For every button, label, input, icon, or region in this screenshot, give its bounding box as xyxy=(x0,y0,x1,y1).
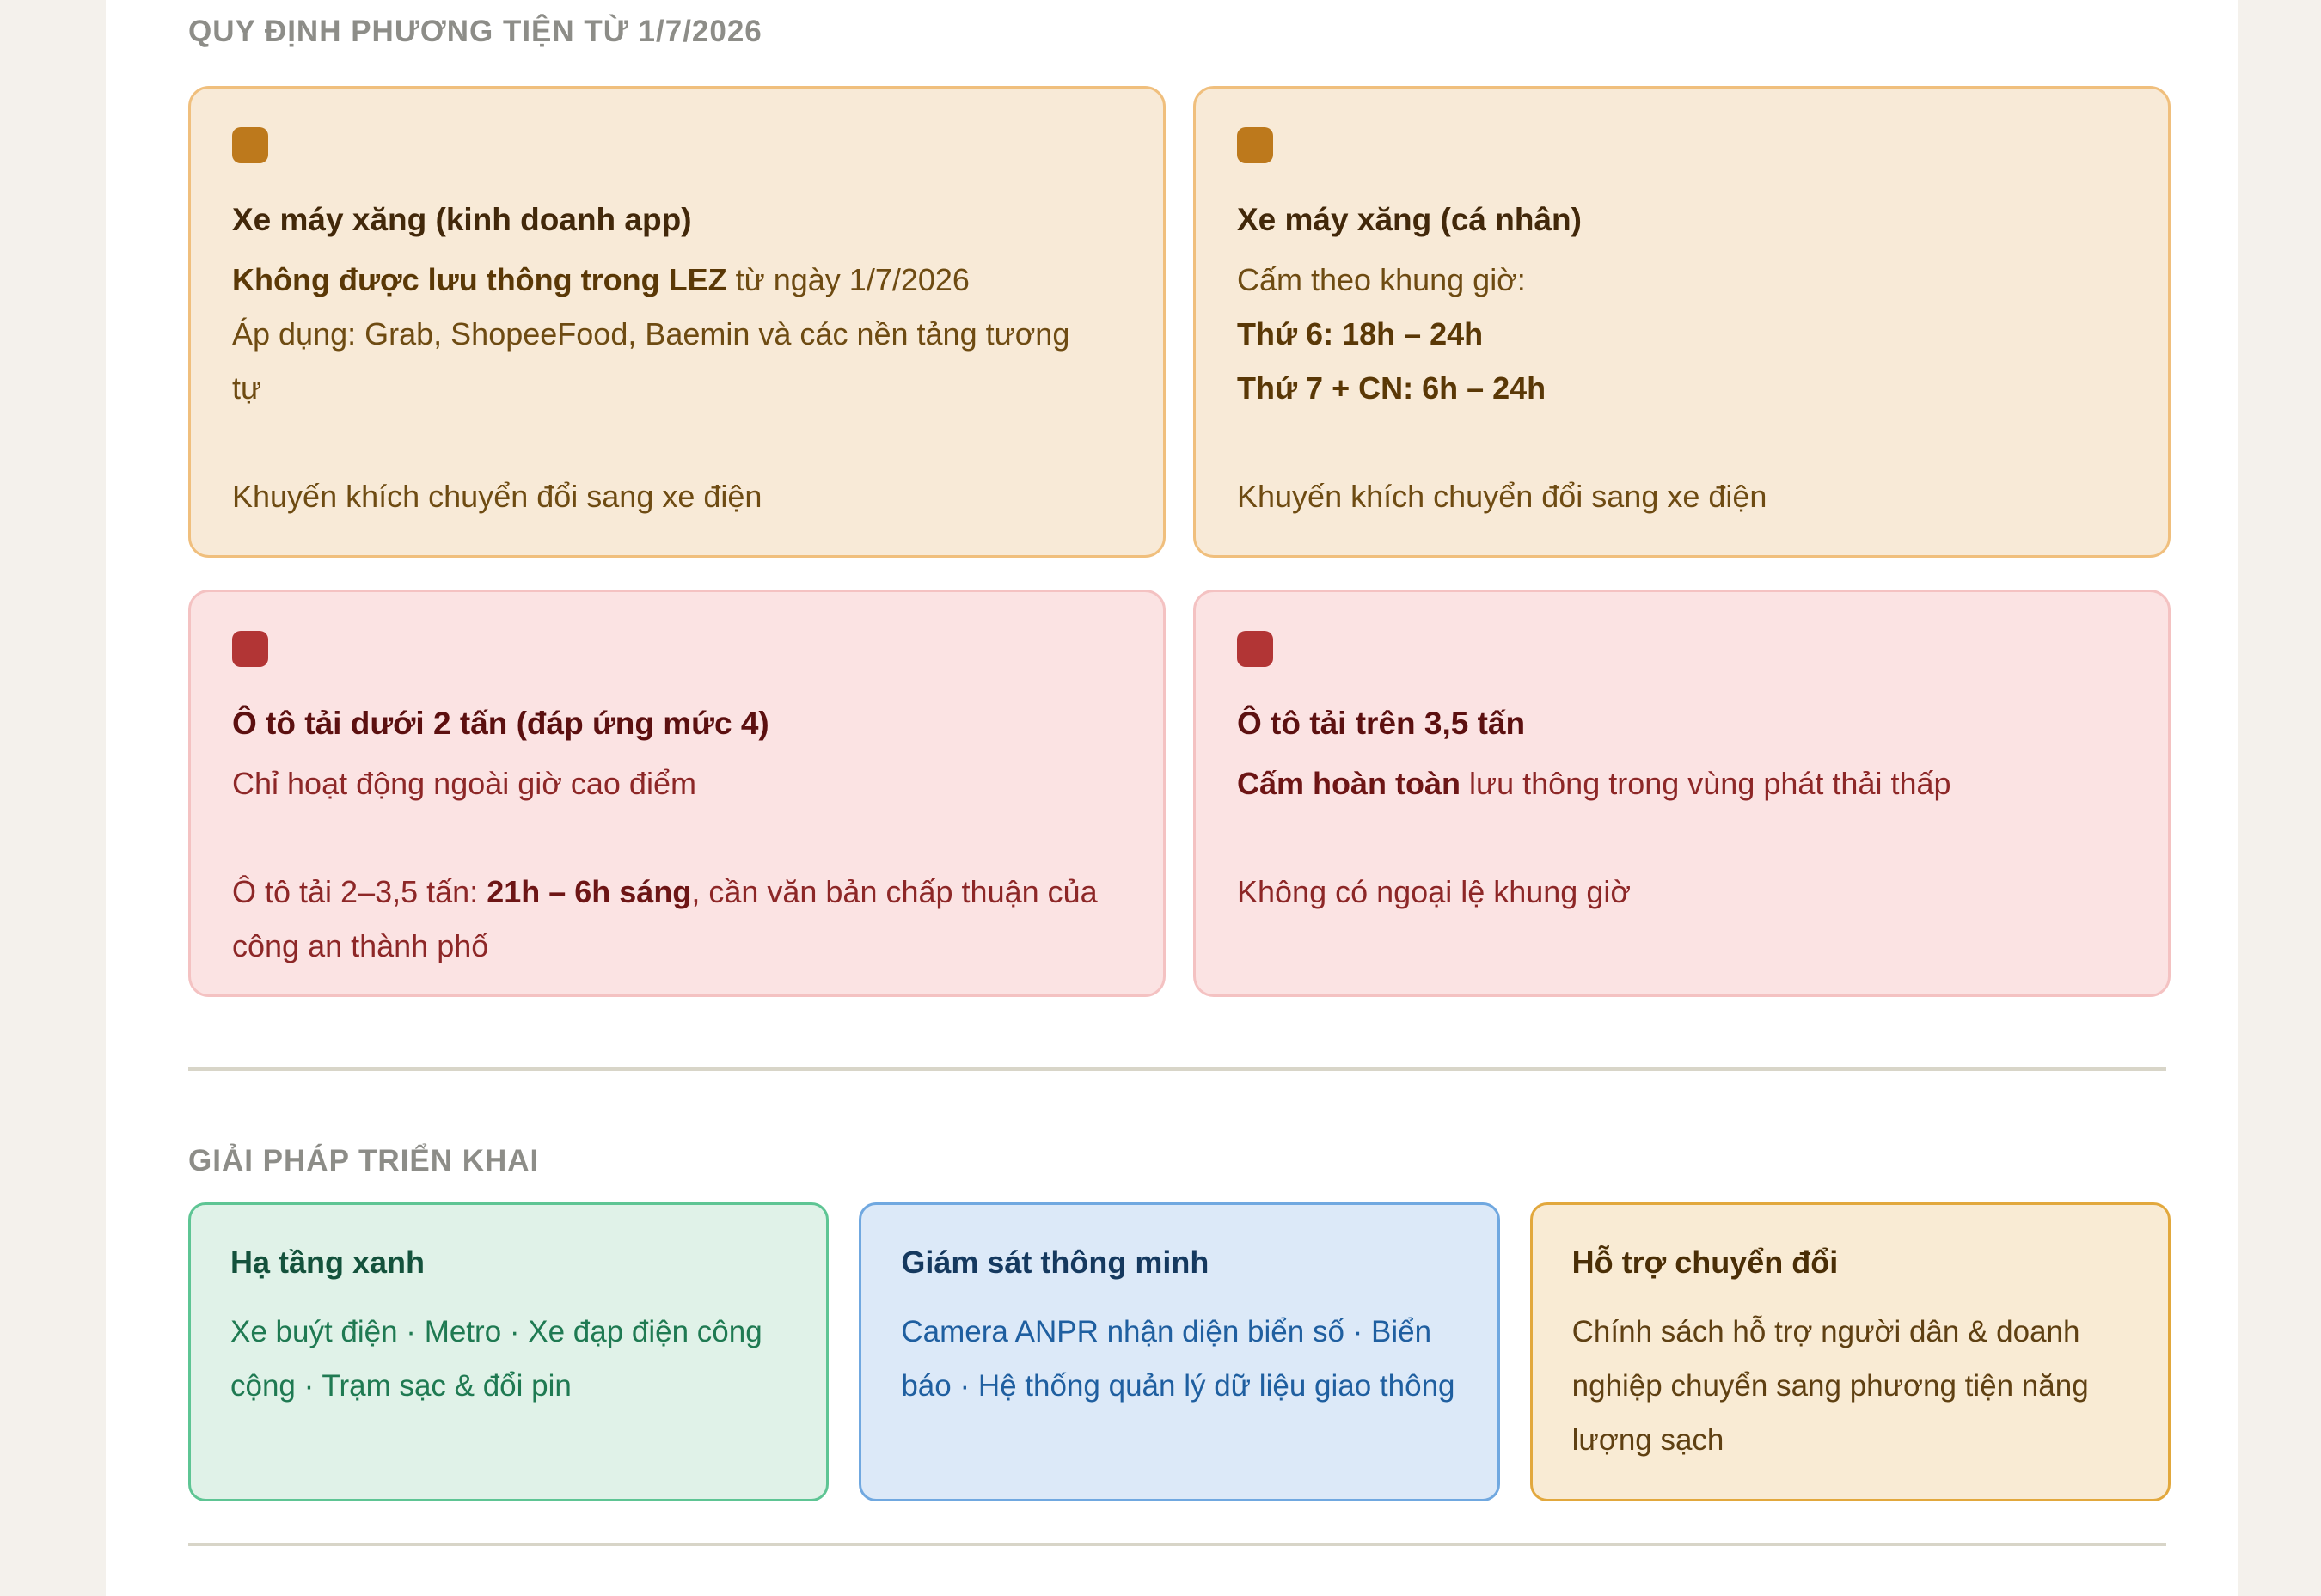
card-text: Thứ 7 + CN: 6h – 24h xyxy=(1237,370,1546,406)
card-title: Xe máy xăng (kinh doanh app) xyxy=(232,202,692,237)
card-text: Xe buýt điện · Metro · Xe đạp điện công … xyxy=(230,1315,762,1403)
card-text: Cấm hoàn toàn lưu thông trong vùng phát … xyxy=(1237,766,1951,801)
card-text: Chính sách hỗ trợ người dân & doanh nghi… xyxy=(1571,1315,2089,1457)
card-motorbike-personal: Xe máy xăng (cá nhân) Cấm theo khung giờ… xyxy=(1193,86,2171,558)
card-title: Giám sát thông minh xyxy=(901,1244,1209,1280)
card-title: Ô tô tải trên 3,5 tấn xyxy=(1237,706,1526,741)
content-area: QUY ĐỊNH PHƯƠNG TIỆN TỪ 1/7/2026 Xe máy … xyxy=(106,0,2238,1596)
card-text: Không được lưu thông trong LEZ từ ngày 1… xyxy=(232,262,970,297)
amber-square-icon xyxy=(232,127,268,163)
card-text: Áp dụng: Grab, ShopeeFood, Baemin và các… xyxy=(232,316,1070,406)
card-note: Không có ngoại lệ khung giờ xyxy=(1237,874,1631,909)
rules-grid: Xe máy xăng (kinh doanh app) Không được … xyxy=(188,86,2171,997)
section-divider xyxy=(188,1067,2166,1071)
card-smart-monitoring: Giám sát thông minh Camera ANPR nhận diệ… xyxy=(859,1202,1500,1501)
rules-section-title: QUY ĐỊNH PHƯƠNG TIỆN TỪ 1/7/2026 xyxy=(188,15,762,48)
card-title: Xe máy xăng (cá nhân) xyxy=(1237,202,1582,237)
card-note: Khuyến khích chuyển đổi sang xe điện xyxy=(232,479,762,514)
card-truck-over-3-5t: Ô tô tải trên 3,5 tấn Cấm hoàn toàn lưu … xyxy=(1193,590,2171,997)
amber-square-icon xyxy=(1237,127,1273,163)
card-motorbike-app: Xe máy xăng (kinh doanh app) Không được … xyxy=(188,86,1166,558)
solutions-grid: Hạ tầng xanh Xe buýt điện · Metro · Xe đ… xyxy=(188,1202,2171,1501)
card-text: Thứ 6: 18h – 24h xyxy=(1237,316,1484,352)
card-transition-support: Hỗ trợ chuyển đổi Chính sách hỗ trợ ngườ… xyxy=(1529,1202,2171,1501)
card-title: Ô tô tải dưới 2 tấn (đáp ứng mức 4) xyxy=(232,706,769,741)
card-note: Ô tô tải 2–3,5 tấn: 21h – 6h sáng, cần v… xyxy=(232,874,1098,963)
card-title: Hạ tầng xanh xyxy=(230,1244,426,1280)
card-green-infrastructure: Hạ tầng xanh Xe buýt điện · Metro · Xe đ… xyxy=(188,1202,830,1501)
card-truck-under-2t: Ô tô tải dưới 2 tấn (đáp ứng mức 4) Chỉ … xyxy=(188,590,1166,997)
card-text: Cấm theo khung giờ: xyxy=(1237,262,1526,297)
card-note: Khuyến khích chuyển đổi sang xe điện xyxy=(1237,479,1767,514)
bottom-divider xyxy=(188,1543,2166,1546)
card-text: Camera ANPR nhận diện biển số · Biển báo… xyxy=(901,1315,1455,1403)
red-square-icon xyxy=(232,631,268,667)
card-title: Hỗ trợ chuyển đổi xyxy=(1571,1244,1839,1280)
red-square-icon xyxy=(1237,631,1273,667)
solutions-section-title: GIẢI PHÁP TRIỂN KHAI xyxy=(188,1144,540,1177)
card-text: Chỉ hoạt động ngoài giờ cao điểm xyxy=(232,766,696,801)
